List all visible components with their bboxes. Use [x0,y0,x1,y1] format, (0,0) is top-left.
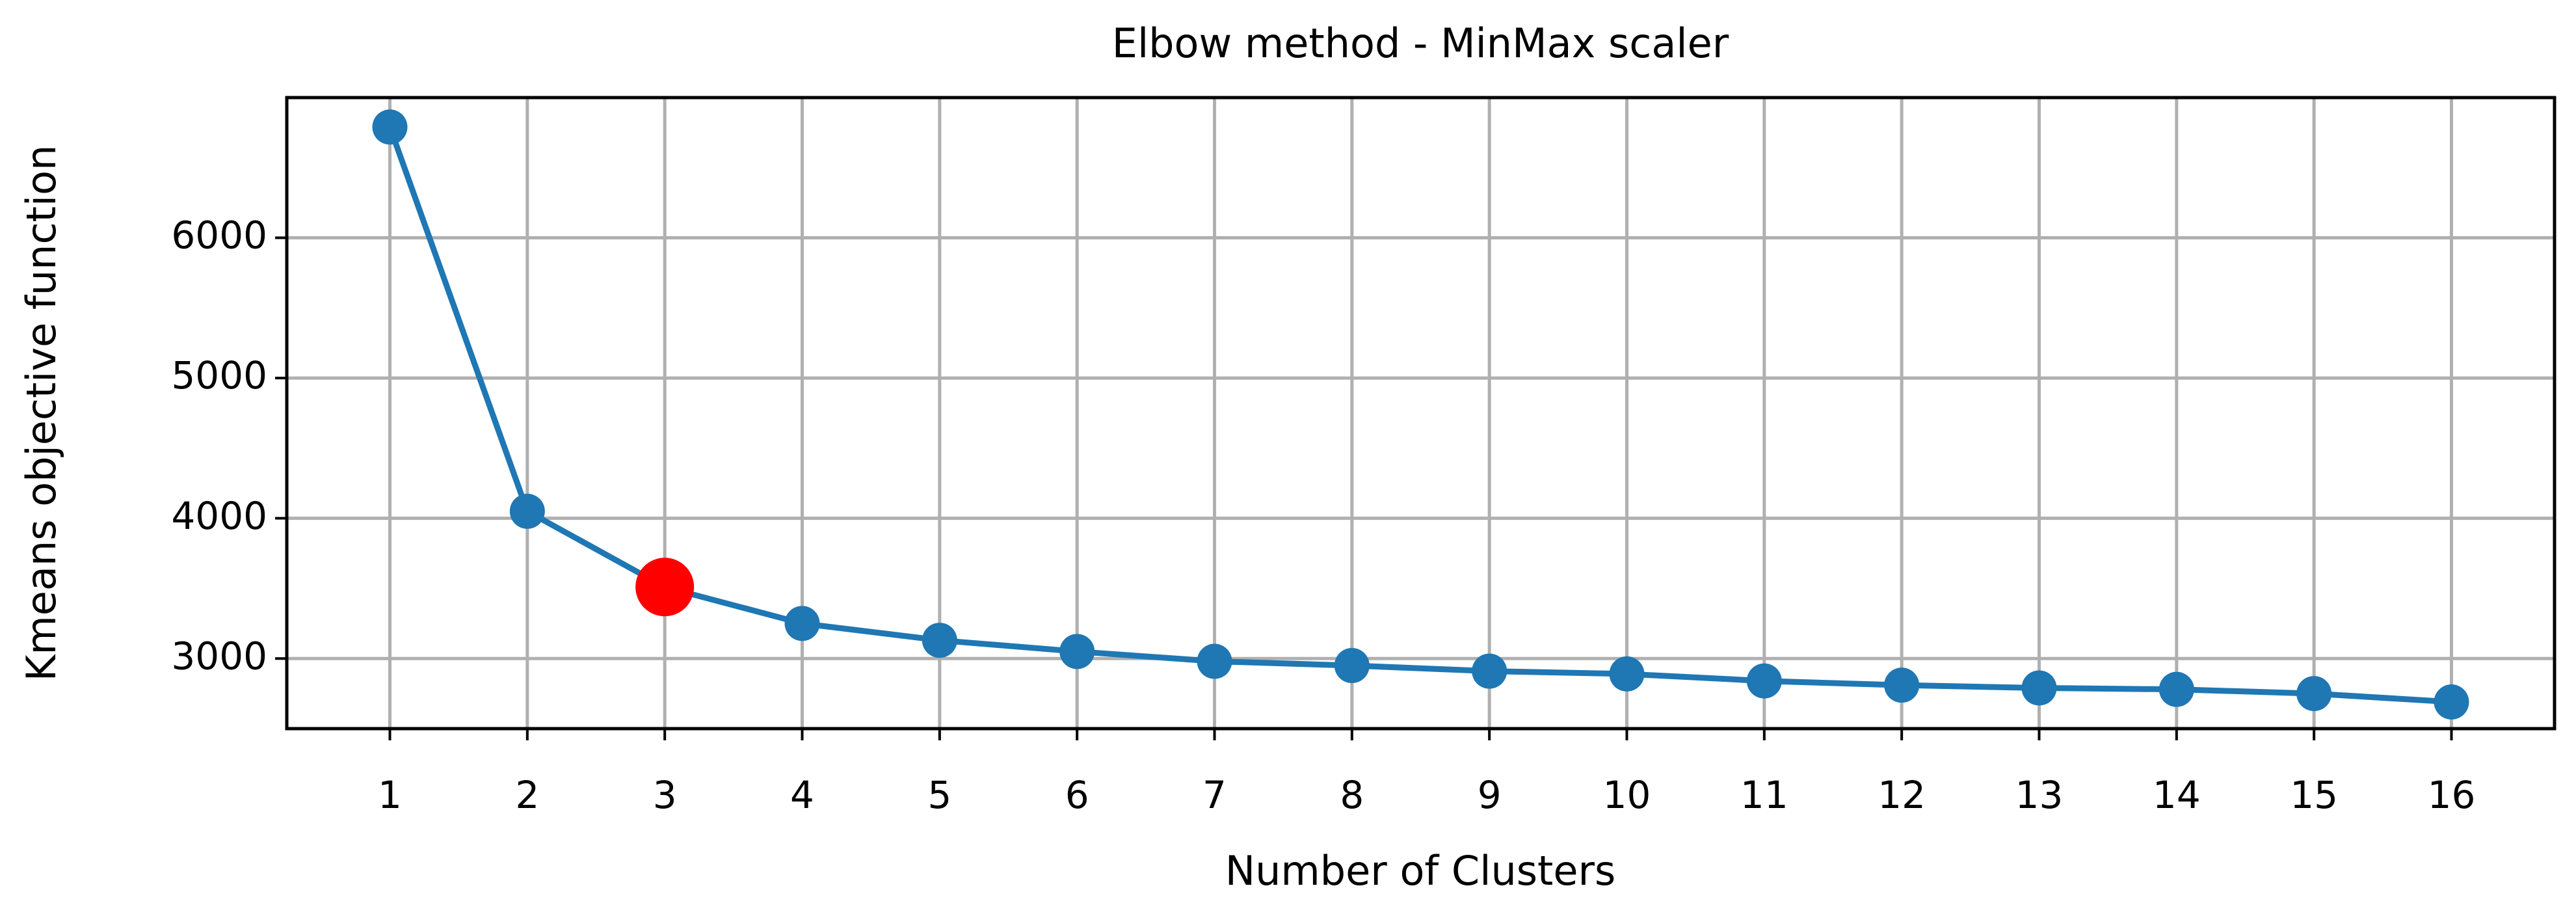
x-tick-label: 15 [2290,773,2338,817]
point [372,109,408,145]
y-tick-label: 6000 [171,213,267,258]
point [1197,643,1232,679]
x-tick-label: 5 [927,773,951,817]
x-tick-label: 1 [378,773,402,817]
x-tick-label: 12 [1878,773,1926,817]
x-tick-label: 13 [2015,773,2064,817]
x-tick-label: 4 [790,773,814,817]
x-tick-label: 11 [1740,773,1788,817]
x-axis-label: Number of Clusters [1225,847,1616,895]
y-axis-label: Kmeans objective function [18,145,65,682]
y-tick-label: 5000 [171,353,267,397]
x-tick-label: 14 [2153,773,2201,817]
point [509,493,545,529]
chart-title: Elbow method - MinMax scaler [1112,20,1729,67]
x-tick-label: 16 [2428,773,2476,817]
x-tick-label: 8 [1340,773,1364,817]
point [1609,656,1645,692]
point [1884,667,1920,703]
point [1472,653,1507,689]
x-tick-label: 9 [1478,773,1502,817]
point [1334,648,1370,683]
point [1746,663,1782,699]
x-tick-label: 2 [515,773,539,817]
x-tick-label: 6 [1065,773,1089,817]
x-tick-label: 3 [653,773,677,817]
point [1059,634,1095,669]
point [2434,684,2469,720]
highlight-point [635,558,695,617]
line [387,126,2452,705]
point [2158,671,2194,707]
point [2296,676,2332,712]
y-tick-label: 3000 [171,634,267,678]
point [2021,670,2057,706]
plot-frame [285,96,2556,731]
x-tick-label: 7 [1202,773,1227,817]
x-tick-label: 10 [1603,773,1651,817]
point [922,623,957,658]
point [784,606,820,641]
y-tick-label: 4000 [171,494,267,538]
